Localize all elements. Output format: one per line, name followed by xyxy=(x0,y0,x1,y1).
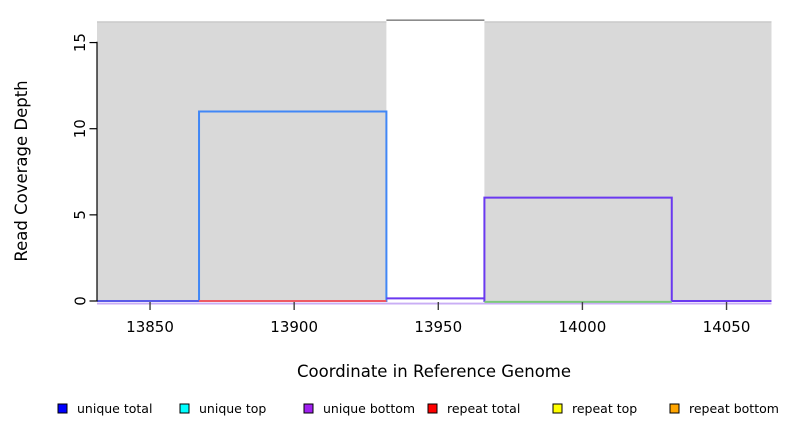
legend-label: repeat bottom xyxy=(689,401,779,416)
legend-label: unique total xyxy=(77,401,152,416)
legend: unique total unique top unique bottom repea… xyxy=(57,401,779,416)
x-tick-label: 14000 xyxy=(559,318,607,336)
legend-item: unique total xyxy=(57,401,152,416)
masked-region-layer xyxy=(97,19,772,301)
legend-label: repeat top xyxy=(572,401,637,416)
y-tick-label: 0 xyxy=(71,296,89,306)
legend-swatch-repeat-total xyxy=(427,403,438,414)
legend-item: repeat total xyxy=(427,401,520,416)
y-axis-title: Read Coverage Depth xyxy=(12,80,31,261)
legend-label: repeat total xyxy=(447,401,520,416)
legend-swatch-unique-total xyxy=(57,403,68,414)
y-tick-label: 10 xyxy=(71,119,89,138)
legend-label: unique top xyxy=(199,401,266,416)
x-tick-label: 13950 xyxy=(414,318,462,336)
masked-region xyxy=(484,21,772,301)
masked-region xyxy=(97,21,387,301)
x-tick-label: 13850 xyxy=(126,318,174,336)
x-axis-title: Coordinate in Reference Genome xyxy=(297,362,571,381)
x-tick-label: 14050 xyxy=(703,318,751,336)
y-tick-label: 15 xyxy=(71,33,89,52)
y-tick-label: 5 xyxy=(71,210,89,220)
coverage-series-layer xyxy=(97,110,772,305)
legend-swatch-repeat-top xyxy=(552,403,563,414)
unique-coverage-block-right xyxy=(483,196,673,302)
legend-label: unique bottom xyxy=(323,401,415,416)
legend-swatch-unique-top xyxy=(179,403,190,414)
legend-item: unique bottom xyxy=(303,401,415,416)
unique-coverage-block-left xyxy=(198,110,388,302)
legend-item: repeat top xyxy=(552,401,637,416)
legend-item: unique top xyxy=(179,401,266,416)
axes-layer: 0 5 10 15 13850 13900 13950 14000 14050 xyxy=(71,33,750,336)
x-tick-label: 13900 xyxy=(270,318,318,336)
legend-swatch-repeat-bottom xyxy=(669,403,680,414)
legend-item: repeat bottom xyxy=(669,401,779,416)
legend-swatch-unique-bottom xyxy=(303,403,314,414)
